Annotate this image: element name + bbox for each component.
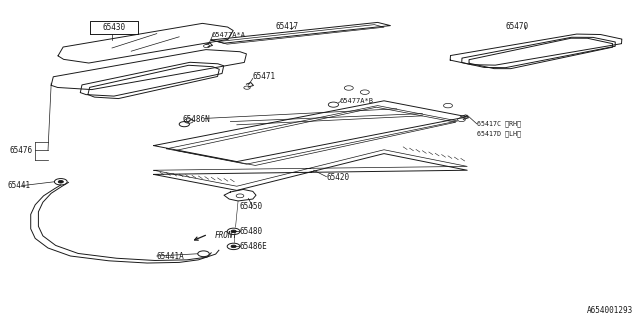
Text: 65441A: 65441A — [157, 252, 184, 261]
Circle shape — [58, 180, 63, 183]
Text: 65477A*B: 65477A*B — [339, 99, 373, 104]
Text: 65471: 65471 — [253, 72, 276, 81]
Circle shape — [231, 245, 236, 248]
Text: 65430: 65430 — [102, 23, 125, 32]
Text: 65476: 65476 — [10, 146, 33, 155]
Text: 65441: 65441 — [8, 181, 31, 190]
Circle shape — [231, 230, 236, 233]
Text: FRONT: FRONT — [214, 231, 237, 240]
Text: 65450: 65450 — [240, 202, 263, 211]
Text: 65420: 65420 — [326, 173, 349, 182]
Text: 65477A*A: 65477A*A — [211, 32, 245, 37]
Text: 65486E: 65486E — [240, 242, 268, 251]
Text: 65470: 65470 — [506, 22, 529, 31]
Text: 65480: 65480 — [240, 227, 263, 236]
Text: 65417C 〈RH〉: 65417C 〈RH〉 — [477, 121, 521, 127]
Text: 65417: 65417 — [275, 22, 298, 31]
Text: 65417D 〈LH〉: 65417D 〈LH〉 — [477, 131, 521, 137]
Text: A654001293: A654001293 — [588, 306, 634, 315]
Text: 65486N: 65486N — [182, 115, 210, 124]
